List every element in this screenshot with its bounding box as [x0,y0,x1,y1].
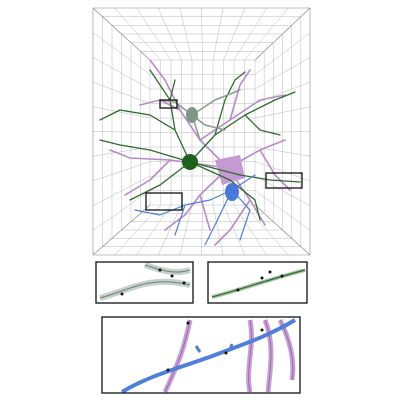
grid-line [254,7,311,61]
soma-green [182,154,198,170]
soma-blue [225,183,239,201]
zoom-region [145,192,183,211]
neuron-grey [159,89,241,141]
neuron-green [99,69,301,221]
neuron-blue [134,174,256,246]
grid-line [254,204,311,256]
zoom-region [159,99,178,109]
inset-grey [95,261,194,304]
inset-frame [207,261,308,304]
neuron-purple [109,59,291,246]
soma-grey [186,107,198,123]
inset-blue [101,316,301,394]
zoom-region [265,172,303,189]
grid-box [92,7,311,256]
grid-line [92,7,151,61]
grid-line [92,204,151,256]
soma-purple [215,155,245,185]
inset-frame [95,261,194,304]
inset-green [207,261,308,304]
inset-frame [101,316,301,394]
